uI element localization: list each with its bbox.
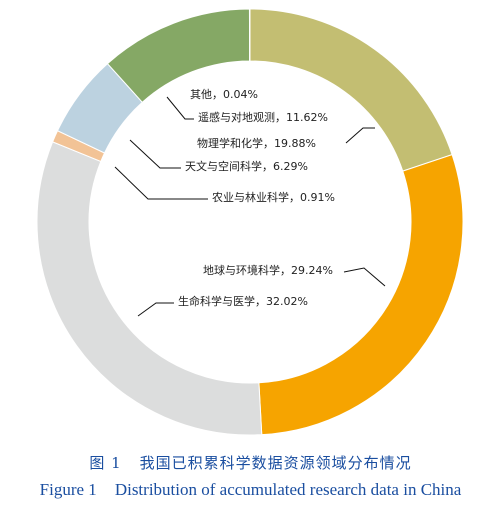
segment-2-leader-line [343, 267, 386, 287]
segment-4-leader-line [114, 166, 208, 200]
segment-3-leader-line [137, 302, 174, 317]
segment-6-leader-line [166, 96, 194, 120]
segment-7-data-label: 其他，0.04% [190, 88, 258, 101]
segment-2-data-label: 地球与环境科学，29.24% [203, 263, 333, 277]
segment-4-data-label: 农业与林业科学，0.91% [212, 190, 335, 204]
figure-number-en: Figure 1 [39, 480, 97, 499]
figure-number-zh: 图 1 [89, 454, 122, 472]
segment-5-data-label: 天文与空间科学，6.29% [185, 159, 308, 173]
segment-2-slice [258, 154, 464, 436]
figure-caption-en: Figure 1 Distribution of accumulated rese… [0, 480, 501, 500]
donut-chart: 物理学和化学，19.88% 地球与环境科学，29.24% 生命科学与医学，32.02… [36, 8, 464, 436]
figure-caption-zh: 图 1 我国已积累科学数据资源领域分布情况 [0, 452, 501, 473]
segment-1-data-label: 物理学和化学，19.88% [197, 136, 316, 150]
segment-3-data-label: 生命科学与医学，32.02% [178, 294, 308, 308]
segment-3-slice [36, 141, 263, 436]
segment-6-data-label: 遥感与对地观测，11.62% [198, 110, 328, 124]
figure-title-zh: 我国已积累科学数据资源领域分布情况 [139, 454, 412, 472]
segment-1-leader-line [345, 127, 375, 144]
segment-5-leader-line [129, 139, 181, 169]
figure-title-en: Distribution of accumulated research dat… [114, 480, 462, 499]
segment-7-slice [248, 8, 251, 62]
